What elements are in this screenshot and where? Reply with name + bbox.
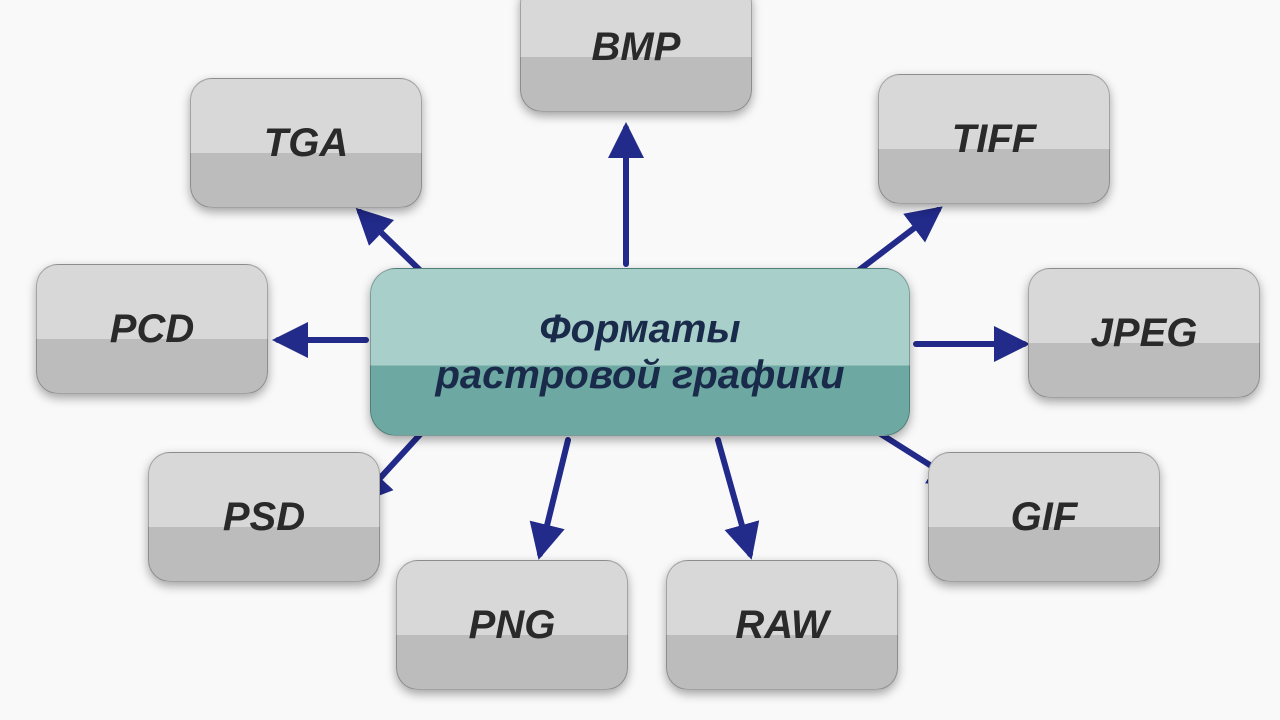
node-gif: GIF <box>928 452 1160 582</box>
node-tga-label: TGA <box>264 120 348 166</box>
node-psd-label: PSD <box>223 494 305 540</box>
center-node: Форматы растровой графики <box>370 268 910 436</box>
node-jpeg: JPEG <box>1028 268 1260 398</box>
node-jpeg-label: JPEG <box>1091 310 1198 356</box>
node-pcd-label: PCD <box>110 306 194 352</box>
node-bmp: BMP <box>520 0 752 112</box>
node-png: PNG <box>396 560 628 690</box>
diagram-stage: Форматы растровой графики BMP TIFF JPEG GIF… <box>0 0 1280 720</box>
node-raw-label: RAW <box>735 602 828 648</box>
node-pcd: PCD <box>36 264 268 394</box>
node-bmp-label: BMP <box>592 24 681 70</box>
node-tiff: TIFF <box>878 74 1110 204</box>
node-tiff-label: TIFF <box>952 116 1036 162</box>
arrow-to-png <box>540 440 568 554</box>
center-node-label: Форматы растровой графики <box>435 306 844 398</box>
node-raw: RAW <box>666 560 898 690</box>
node-psd: PSD <box>148 452 380 582</box>
node-png-label: PNG <box>469 602 556 648</box>
arrow-to-raw <box>718 440 750 554</box>
node-tga: TGA <box>190 78 422 208</box>
node-gif-label: GIF <box>1011 494 1078 540</box>
